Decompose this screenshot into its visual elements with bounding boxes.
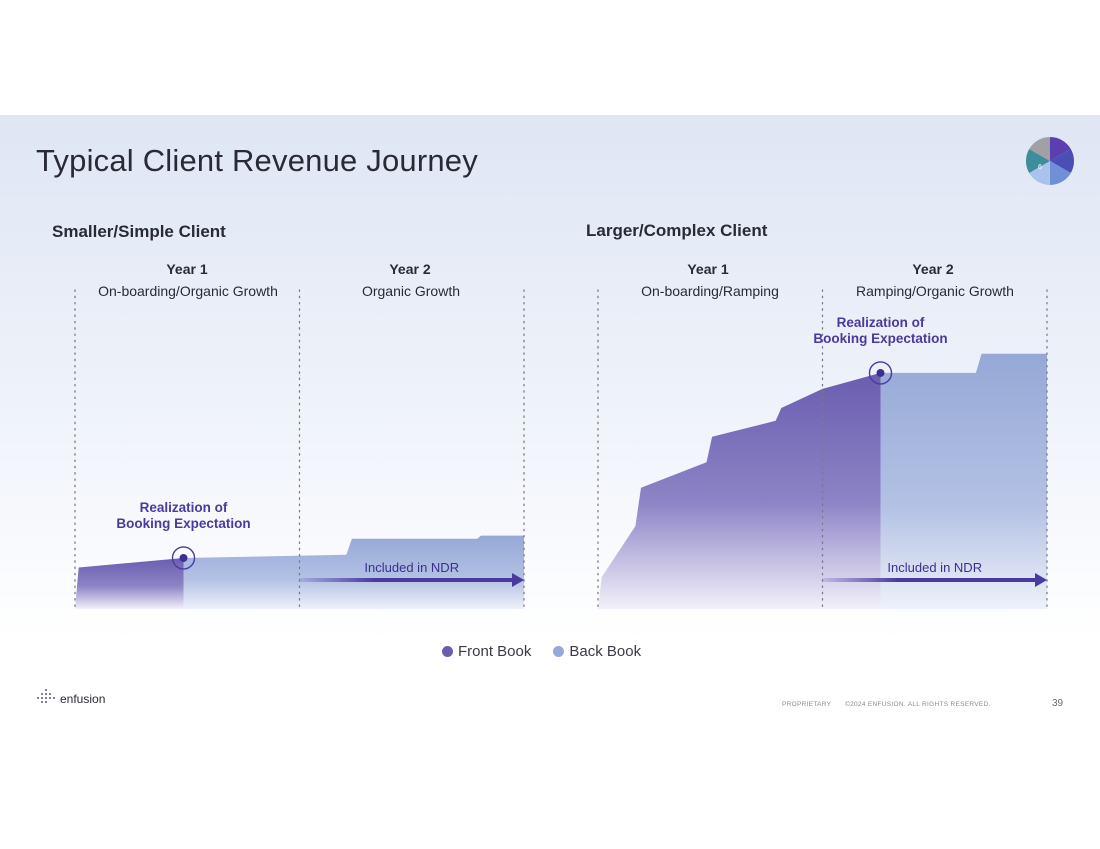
period-label: Year 2	[912, 261, 954, 277]
period-label: Year 1	[687, 261, 729, 277]
legend-label: Back Book	[569, 643, 642, 660]
chart-title-large-client: Larger/Complex Client	[586, 221, 768, 240]
back-book-area	[183, 535, 524, 609]
proprietary-label: PROPRIETARY	[782, 701, 832, 708]
marker-label-line: Booking Expectation	[813, 331, 947, 346]
front-book-swatch	[442, 646, 453, 657]
ndr-label: Included in NDR	[364, 560, 459, 575]
period-subtitle: On-boarding/Ramping	[641, 283, 779, 299]
period-subtitle: Organic Growth	[361, 283, 461, 299]
chart-title-small-client: Smaller/Simple Client	[52, 222, 226, 241]
period-subtitle: Ramping/Organic Growth	[856, 283, 1014, 299]
copyright-text: ©2024 ENFUSION. ALL RIGHTS RESERVED.	[845, 701, 991, 708]
ndr-arrow-shaft	[299, 578, 514, 582]
ndr-arrow-shaft	[822, 578, 1037, 582]
legend-item-front-book: Front Book	[442, 643, 531, 660]
page-title: Typical Client Revenue Journey	[36, 143, 478, 178]
ndr-label: Included in NDR	[887, 560, 982, 575]
marker-label-line: Realization of	[837, 315, 925, 330]
legend-item-back-book: Back Book	[553, 643, 641, 660]
back-book-area	[880, 353, 1047, 609]
enfusion-logo: enfusion	[36, 688, 105, 706]
expectation-marker-ring	[868, 361, 893, 385]
expectation-marker-dot	[179, 553, 188, 562]
ndr-arrow-head	[512, 573, 524, 587]
brand-name: enfusion	[60, 692, 106, 706]
dot-grid-icon	[37, 689, 55, 703]
chart-legend: Front Book Back Book	[442, 643, 641, 660]
legend-label: Front Book	[458, 643, 532, 660]
expectation-marker-ring	[171, 546, 196, 570]
pie-logo-icon: 6	[1026, 137, 1074, 185]
marker-label-line: Booking Expectation	[116, 516, 250, 531]
marker-label-line: Realization of	[140, 500, 228, 515]
front-book-area	[75, 558, 184, 609]
period-label: Year 1	[166, 261, 208, 277]
period-label: Year 2	[389, 261, 431, 277]
page-number: 39	[1052, 698, 1064, 709]
period-subtitle: On-boarding/Organic Growth	[98, 283, 278, 299]
front-book-area	[598, 372, 881, 609]
ndr-arrow-head	[1035, 573, 1047, 587]
expectation-marker-dot	[876, 368, 885, 377]
back-book-swatch	[553, 646, 565, 657]
svg-text:6: 6	[1038, 164, 1042, 171]
